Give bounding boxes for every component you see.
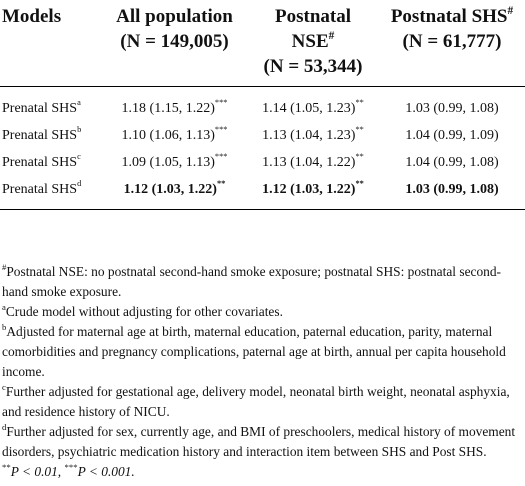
cell-sig: ** [355,98,364,108]
cell-postnatal-nse: 1.13 (1.04, 1.22) [262,154,356,170]
cell-sig: *** [214,125,228,135]
header-shs-n: (N = 61,777) [402,31,502,52]
cell-postnatal-nse: 1.12 (1.03, 1.22) [262,181,356,197]
row-label: Prenatal SHS [2,154,78,170]
footnote-mark: c [2,381,6,392]
footnote: aCrude model without adjusting for other… [2,302,522,322]
row-label-sup: a [77,98,81,108]
cell-sig: *** [214,152,228,162]
cell-sig: ** [355,179,364,189]
footnote-mark: b [2,321,7,332]
results-table: Models All population (N = 149,005) Post… [0,0,525,210]
cell-sig: ** [355,125,364,135]
cell-sig: ** [355,152,364,162]
footnote-text: Further adjusted for sex, currently age,… [2,424,516,459]
table-footnotes: #Postnatal NSE: no postnatal second-hand… [2,262,522,482]
header-postnatal-nse: Postnatal NSE# (N = 53,344) [247,0,379,87]
row-label-sup: b [77,125,82,135]
row-label-sup: d [77,179,82,189]
header-models: Models [2,6,62,27]
footnote-mark: # [2,261,7,272]
header-nse-n: (N = 53,344) [263,56,363,77]
cell-sig: ** [216,179,226,189]
pvalue-text: P < 0.01, [10,464,65,479]
header-nse-sup: # [328,29,335,42]
table-row: Prenatal SHSa 1.18 (1.15, 1.22)*** 1.14 … [0,87,525,123]
header-all-population: All population (N = 149,005) [102,0,247,87]
table-row: Prenatal SHSb 1.10 (1.06, 1.13)*** 1.13 … [0,122,525,149]
header-shs-title: Postnatal SHS [390,6,508,27]
header-all-n: (N = 149,005) [120,31,229,52]
cell-all-population: 1.18 (1.15, 1.22) [121,100,215,116]
pvalue-text: P < 0.001. [77,464,135,479]
pvalue-mark: *** [64,461,78,472]
cell-postnatal-nse: 1.14 (1.05, 1.23) [262,100,356,116]
pvalue-mark: ** [2,461,11,472]
header-shs-sup: # [507,4,514,17]
cell-all-population: 1.10 (1.06, 1.13) [121,127,215,143]
footnote-mark: a [2,301,6,312]
table-row: Prenatal SHSd 1.12 (1.03, 1.22)** 1.12 (… [0,176,525,210]
header-row: Models All population (N = 149,005) Post… [0,0,525,87]
cell-all-population: 1.09 (1.05, 1.13) [121,154,215,170]
footnote: bAdjusted for maternal age at birth, mat… [2,322,522,382]
footnote-text: Crude model without adjusting for other … [5,304,283,319]
table-row: Prenatal SHSc 1.09 (1.05, 1.13)*** 1.13 … [0,149,525,176]
header-postnatal-shs: Postnatal SHS# (N = 61,777) [379,0,525,87]
footnote: cFurther adjusted for gestational age, d… [2,382,522,422]
cell-all-population: 1.12 (1.03, 1.22) [123,181,217,197]
footnote-text: Adjusted for maternal age at birth, mate… [2,324,506,379]
row-label: Prenatal SHS [2,127,78,143]
cell-postnatal-shs: 1.04 (0.99, 1.08) [405,154,499,170]
cell-postnatal-nse: 1.13 (1.04, 1.23) [262,127,356,143]
cell-sig: *** [214,98,228,108]
cell-postnatal-shs: 1.03 (0.99, 1.08) [405,100,499,116]
row-label: Prenatal SHS [2,100,78,116]
row-label-sup: c [77,152,81,162]
header-nse-title2: NSE [291,31,329,52]
footnote-text: Further adjusted for gestational age, de… [2,384,510,419]
row-label: Prenatal SHS [2,181,78,197]
cell-postnatal-shs: 1.04 (0.99, 1.09) [405,127,499,143]
header-all-title: All population [116,6,233,27]
cell-postnatal-shs: 1.03 (0.99, 1.08) [405,181,499,197]
footnote: dFurther adjusted for sex, currently age… [2,422,522,462]
footnote-text: Postnatal NSE: no postnatal second-hand … [2,264,501,299]
footnote: #Postnatal NSE: no postnatal second-hand… [2,262,522,302]
header-nse-title: Postnatal [275,6,351,27]
pvalue-note: **P < 0.01, ***P < 0.001. [2,462,522,482]
footnote-mark: d [2,421,7,432]
